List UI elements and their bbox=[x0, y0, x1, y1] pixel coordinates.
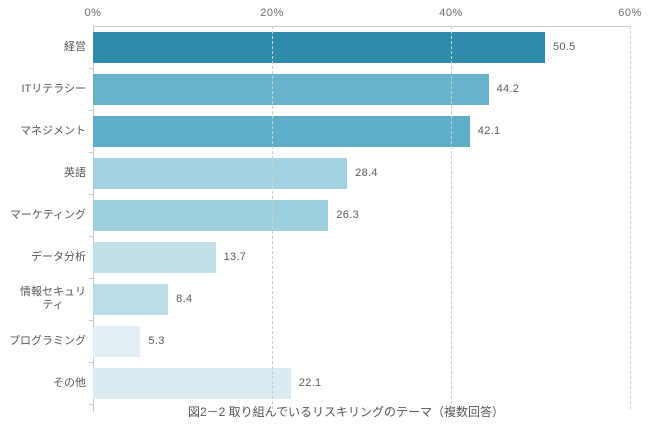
bar-cell: 44.2 bbox=[93, 68, 630, 110]
chart-row: データ分析 13.7 bbox=[0, 236, 630, 278]
gridline bbox=[451, 26, 452, 409]
y-axis-tick bbox=[89, 404, 93, 405]
category-label: プログラミング bbox=[9, 334, 86, 347]
bar-cell: 42.1 bbox=[93, 110, 630, 152]
gridline bbox=[630, 26, 631, 409]
bar bbox=[93, 73, 489, 105]
y-axis-tick bbox=[89, 68, 93, 69]
bar-cell: 22.1 bbox=[93, 362, 630, 404]
y-axis-tick bbox=[89, 320, 93, 321]
bar-cell: 26.3 bbox=[93, 194, 630, 236]
y-axis-tick bbox=[89, 194, 93, 195]
gridline bbox=[272, 26, 273, 409]
bar bbox=[93, 367, 291, 399]
value-label: 5.3 bbox=[148, 335, 165, 347]
bar-cell: 5.3 bbox=[93, 320, 630, 362]
chart-row: ITリテラシー 44.2 bbox=[0, 68, 630, 110]
value-label: 50.5 bbox=[552, 41, 576, 53]
chart-row: 経営 50.5 bbox=[0, 26, 630, 68]
bar-cell: 28.4 bbox=[93, 152, 630, 194]
category-label: 英語 bbox=[64, 166, 86, 179]
value-label: 42.1 bbox=[477, 125, 501, 137]
chart-row: 情報セキュリ ティ 8.4 bbox=[0, 278, 630, 320]
bar-rows: 経営 50.5 ITリテラシー 44.2 マネジメント 42.1 英語 28.4 マーケティング… bbox=[0, 26, 630, 404]
category-label: 経営 bbox=[64, 40, 86, 53]
bar bbox=[93, 157, 348, 189]
chart-caption: 図2－2 取り組んでいるリスキリングのテーマ（複数回答） bbox=[187, 405, 505, 419]
bar-cell: 50.5 bbox=[93, 26, 630, 68]
bar bbox=[93, 115, 470, 147]
value-label: 44.2 bbox=[496, 83, 520, 95]
y-axis-tick bbox=[89, 278, 93, 279]
value-label: 13.7 bbox=[223, 251, 247, 263]
category-label: ITリテラシー bbox=[21, 82, 86, 95]
y-axis-tick bbox=[89, 110, 93, 111]
category-label: マーケティング bbox=[9, 208, 86, 221]
value-label: 26.3 bbox=[336, 209, 359, 221]
y-axis-tick bbox=[89, 236, 93, 237]
bar bbox=[93, 31, 545, 63]
bar bbox=[93, 325, 141, 357]
bar-cell: 13.7 bbox=[93, 236, 630, 278]
category-label: その他 bbox=[53, 376, 86, 389]
value-label: 28.4 bbox=[355, 167, 378, 179]
value-label: 8.4 bbox=[176, 293, 193, 305]
y-axis-tick bbox=[89, 362, 93, 363]
category-label: マネジメント bbox=[20, 124, 86, 137]
value-label: 22.1 bbox=[298, 377, 322, 389]
x-axis-tick-label: 0% bbox=[84, 7, 102, 19]
chart-row: プログラミング 5.3 bbox=[0, 320, 630, 362]
y-axis-tick bbox=[89, 152, 93, 153]
x-axis-tick-label: 20% bbox=[260, 7, 284, 19]
category-label: 情報セキュリ ティ bbox=[20, 286, 86, 311]
bar bbox=[93, 199, 329, 231]
plot-top-border bbox=[93, 26, 630, 27]
x-axis-tick-label: 60% bbox=[618, 7, 642, 19]
x-axis-tick-label: 40% bbox=[439, 7, 463, 19]
chart-row: マーケティング 26.3 bbox=[0, 194, 630, 236]
bar bbox=[93, 283, 169, 315]
bar bbox=[93, 241, 216, 273]
chart-row: マネジメント 42.1 bbox=[0, 110, 630, 152]
chart-row: 英語 28.4 bbox=[0, 152, 630, 194]
bar-cell: 8.4 bbox=[93, 278, 630, 320]
category-label: データ分析 bbox=[31, 250, 86, 263]
chart-row: その他 22.1 bbox=[0, 362, 630, 404]
